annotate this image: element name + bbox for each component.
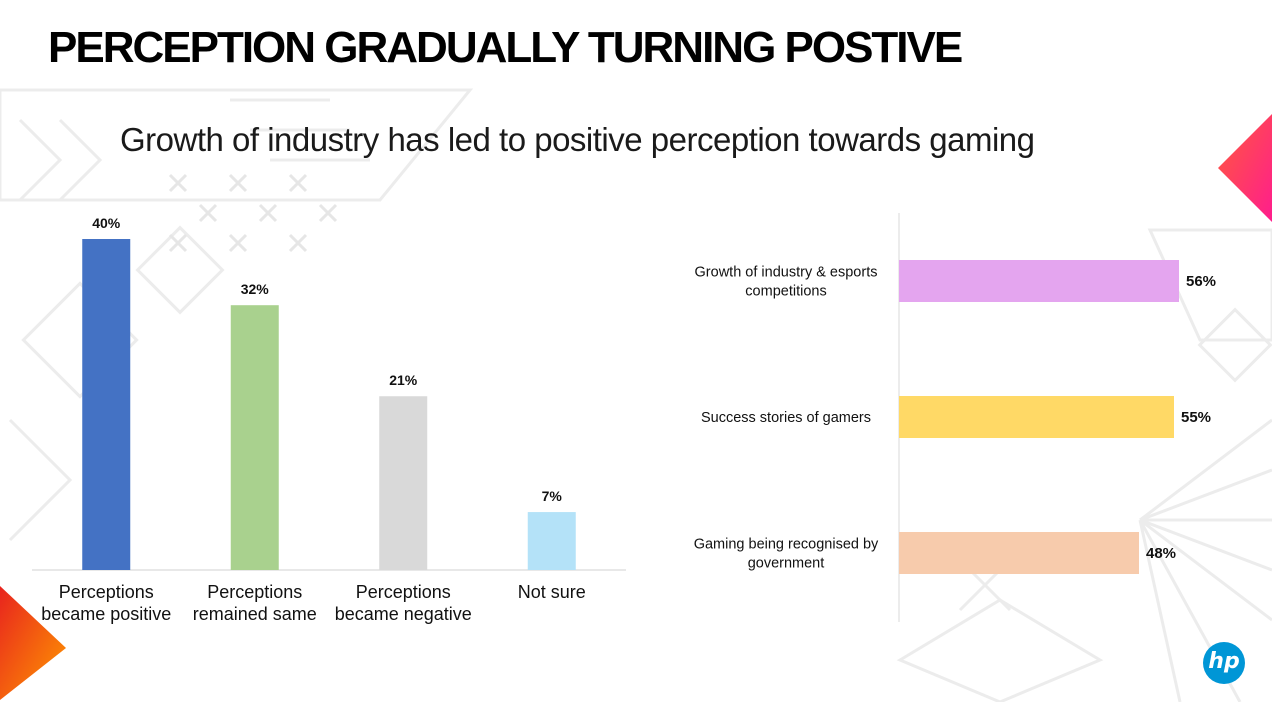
category-label: Perceptions — [356, 582, 451, 602]
slide-subtitle: Growth of industry has led to positive p… — [120, 121, 1035, 158]
category-label: Growth of industry & esports — [695, 265, 878, 281]
category-label: Perceptions — [59, 582, 154, 602]
category-label: became negative — [335, 604, 472, 624]
category-label: Perceptions — [207, 582, 302, 602]
category-label: Success stories of gamers — [701, 410, 871, 426]
category-label: government — [748, 556, 825, 572]
hp-logo: hp — [1203, 642, 1245, 684]
bar — [82, 239, 131, 570]
right-pattern — [896, 228, 1272, 702]
bar — [379, 396, 428, 570]
bar — [899, 532, 1139, 574]
bar-value-label: 56% — [1186, 273, 1216, 290]
bar — [899, 260, 1179, 302]
category-label: remained same — [193, 604, 317, 624]
category-label: competitions — [745, 284, 826, 300]
bar-value-label: 7% — [542, 488, 563, 504]
category-label: became positive — [41, 604, 171, 624]
horizontal-bar-chart: 56% Growth of industry & esports competiti… — [694, 213, 1216, 622]
bar — [230, 305, 279, 570]
bar-value-label: 48% — [1146, 545, 1176, 562]
bar-value-label: 21% — [389, 372, 418, 388]
category-label: Not sure — [518, 582, 586, 602]
bottom-left-accent — [0, 586, 66, 700]
bar — [527, 512, 576, 570]
bar-value-label: 40% — [92, 215, 121, 231]
bar — [899, 396, 1174, 438]
bar-value-label: 32% — [241, 281, 270, 297]
top-right-accent — [1218, 114, 1272, 222]
slide-title: PERCEPTION GRADUALLY TURNING POSTIVE — [48, 23, 963, 72]
cross-marks — [168, 173, 338, 253]
category-label: Gaming being recognised by — [694, 537, 879, 553]
bar-value-label: 55% — [1181, 409, 1211, 426]
